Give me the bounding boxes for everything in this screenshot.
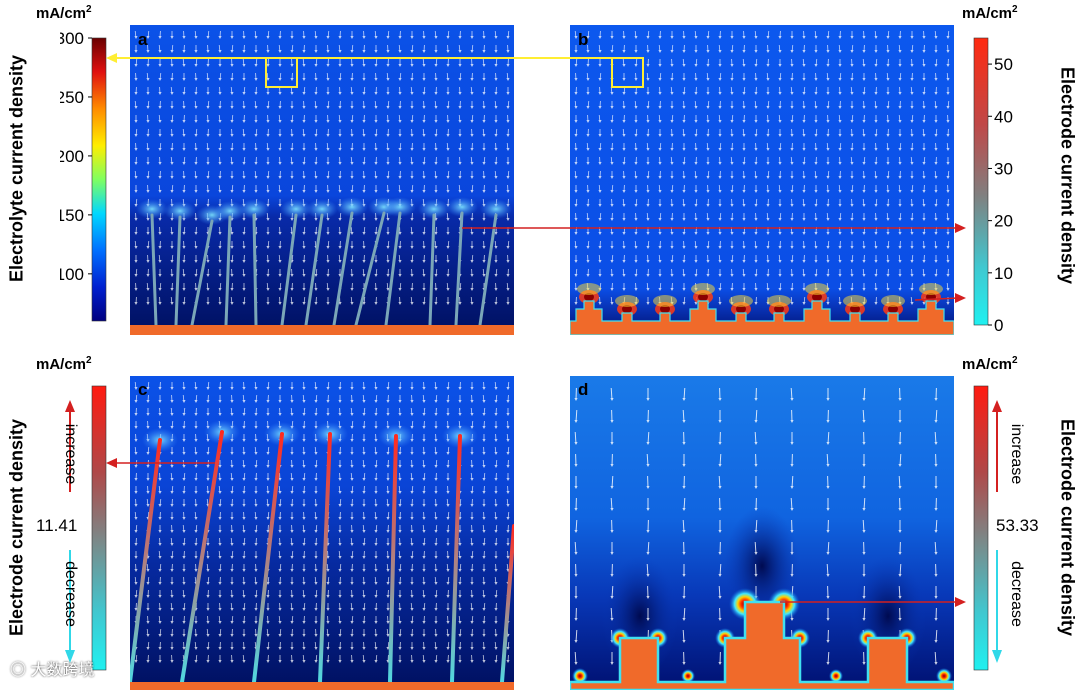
panel-c-letter: c [138,380,148,399]
watermark: ◎ 大数跨境 [10,662,95,679]
electrode-c-colorbar [65,385,107,671]
electrode-b-colorbar: 50 40 30 20 10 0 [973,37,1013,335]
panel-a-electrode [130,325,514,335]
electrolyte-colorbar: 300 250 200 150 100 [60,30,107,322]
electrode-tick: 10 [994,264,1013,283]
electrolyte-tick: 150 [60,206,84,225]
electrode-d-unit: mA/cm2 [962,355,1018,373]
panel-b-letter: b [578,30,589,49]
panel-d-electrode [570,600,954,690]
electrode-c-mid-value: 11.41 [36,516,78,535]
panel-d-plot [570,376,954,690]
yellow-arrowhead [106,53,117,63]
watermark-logo-icon: ◎ [10,662,27,679]
panel-b-yellow-box [611,57,644,88]
panel-a-letter: a [138,30,148,49]
panel-c-electrode [130,682,514,690]
electrode-tick: 40 [994,107,1013,126]
electrode-d-colorbar [973,385,1002,671]
panel-b-plot [570,25,954,335]
red-connector-b [914,297,959,301]
electrode-d-mid-value: 53.33 [996,516,1039,535]
panel-a-plot [130,25,514,335]
electrolyte-tick: 200 [60,147,84,166]
electrolyte-tick: 100 [60,265,84,284]
electrode-tick: 30 [994,159,1013,178]
panel-d-letter: d [578,380,589,399]
electrolyte-tick: 300 [60,30,84,48]
electrolyte-tick: 250 [60,88,84,107]
electrode-c-unit: mA/cm2 [36,355,92,373]
electrode-tick: 50 [994,55,1013,74]
panel-c-plot [130,376,514,690]
electrode-tick: 20 [994,212,1013,231]
electrolyte-unit: mA/cm2 [36,4,92,22]
panel-b-electrode [570,300,954,335]
electrode-tick: 0 [994,316,1003,335]
electrode-b-unit: mA/cm2 [962,4,1018,22]
